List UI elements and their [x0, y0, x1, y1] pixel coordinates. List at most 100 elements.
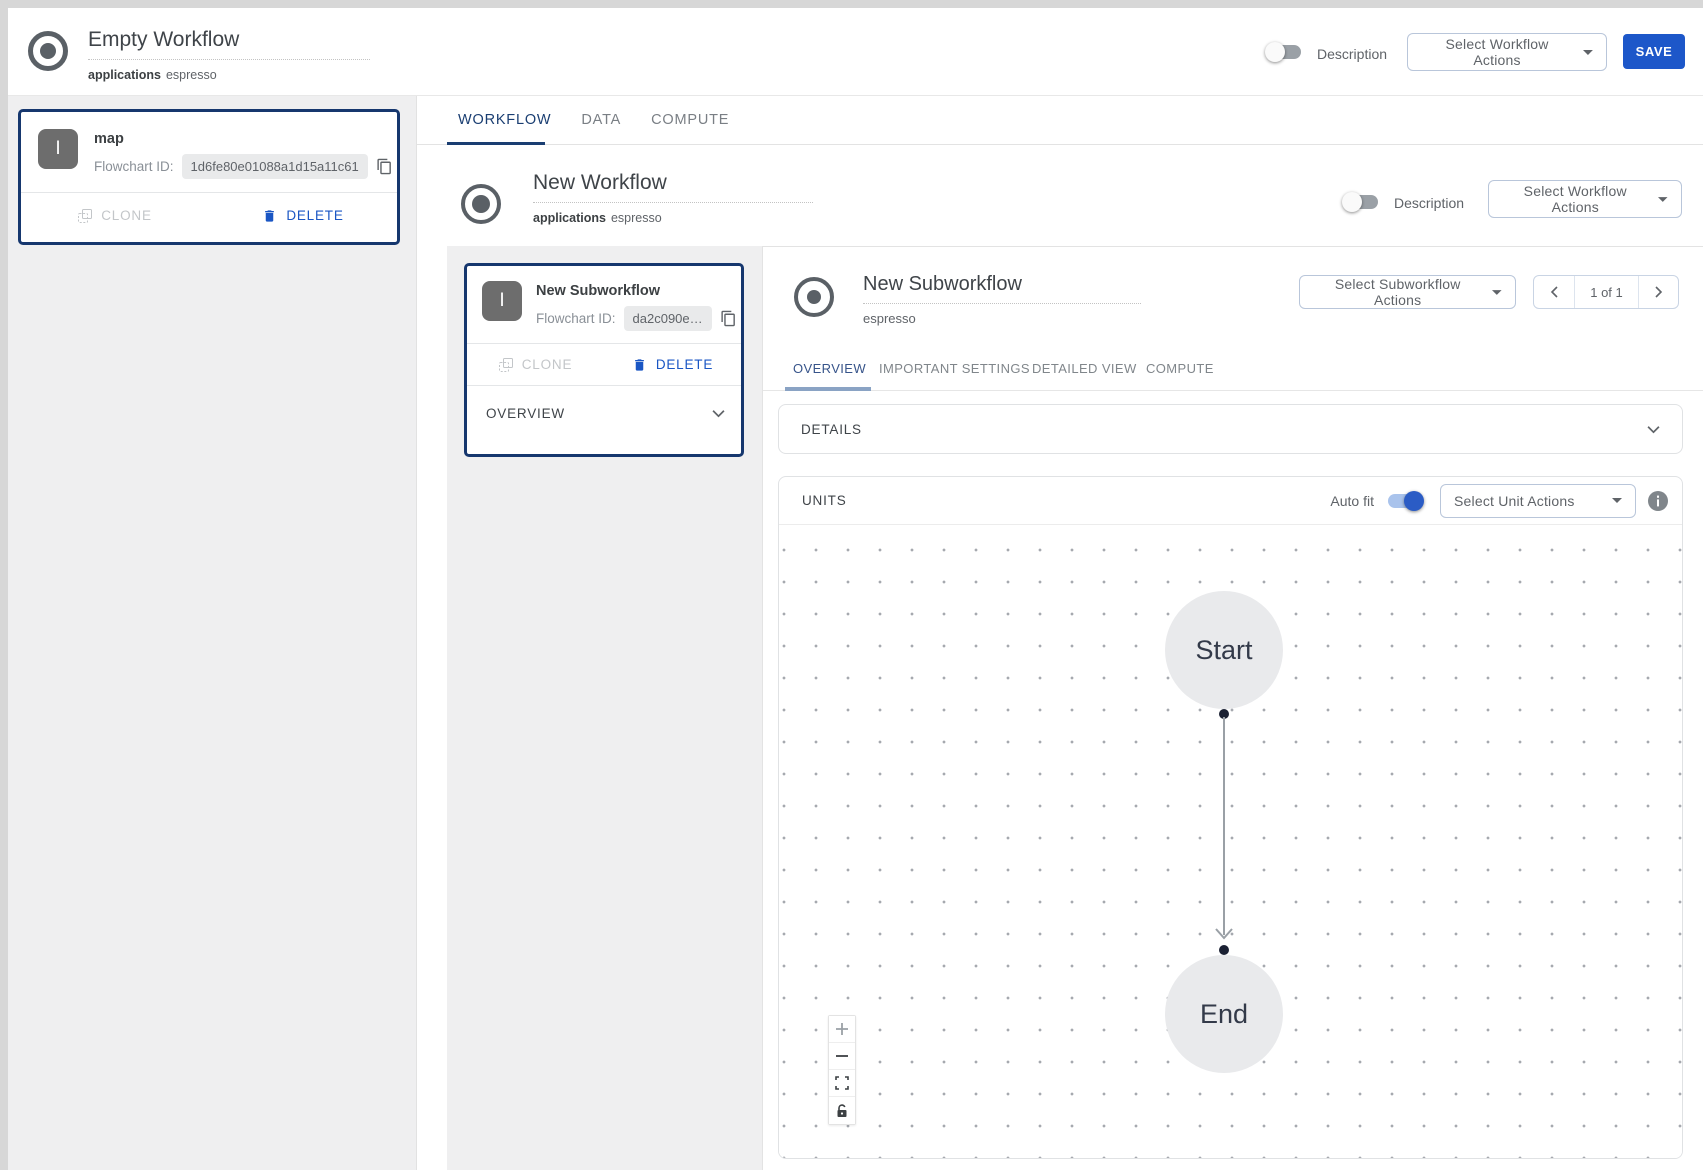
card-header: I New Subworkflow Flowchart ID: da2c090e… — [467, 266, 741, 343]
card-overview-expander[interactable]: OVERVIEW — [467, 385, 741, 441]
copy-id-button[interactable] — [376, 158, 393, 175]
dropdown-caret-icon — [1492, 289, 1502, 295]
workflow-app: Empty Workflow applications espresso Desc… — [8, 8, 1703, 1170]
tab-compute[interactable]: COMPUTE — [651, 112, 730, 128]
subworkflow-card[interactable]: I New Subworkflow Flowchart ID: da2c090e… — [464, 263, 744, 457]
flowchart-canvas[interactable]: Start End — [779, 525, 1682, 1158]
details-label: DETAILS — [801, 421, 862, 437]
zoom-in-button[interactable] — [829, 1016, 855, 1043]
tab-overview[interactable]: OVERVIEW — [793, 361, 867, 376]
card-text: map Flowchart ID: 1d6fe80e01088a1d15a11c… — [94, 129, 393, 179]
workflow-actions-label: Select Workflow Actions — [1445, 36, 1549, 68]
chevron-right-icon — [1654, 286, 1662, 298]
workflow-title-block: Empty Workflow applications espresso — [88, 28, 370, 82]
description-toggle[interactable] — [1342, 192, 1380, 212]
delete-button[interactable]: DELETE — [604, 344, 741, 385]
trash-icon — [265, 209, 275, 222]
zoom-in-icon — [836, 1023, 848, 1035]
toggle-knob — [1342, 192, 1362, 212]
clone-label: CLONE — [101, 208, 152, 223]
clone-label: CLONE — [521, 357, 573, 372]
tab-detailed-view[interactable]: DETAILED VIEW — [1032, 361, 1137, 376]
fit-view-button[interactable] — [829, 1070, 855, 1097]
start-output-port[interactable] — [1219, 709, 1229, 719]
clone-icon — [498, 357, 513, 372]
save-button[interactable]: SAVE — [1623, 34, 1685, 69]
tab-important-settings[interactable]: IMPORTANT SETTINGS — [879, 361, 1030, 376]
trash-icon — [634, 358, 644, 371]
flow-node-start[interactable]: Start — [1165, 591, 1283, 709]
overview-label: OVERVIEW — [486, 406, 565, 421]
tab-compute[interactable]: COMPUTE — [1146, 361, 1214, 376]
workflow-app-line: applications espresso — [88, 68, 370, 82]
card-title: map — [94, 131, 124, 147]
header-controls: Description Select Workflow Actions SAVE — [1253, 8, 1703, 96]
description-toggle[interactable] — [1265, 42, 1303, 62]
app-label: applications — [533, 211, 606, 225]
workflow-list-sidebar: I map Flowchart ID: 1d6fe80e01088a1d15a1… — [8, 96, 417, 1170]
pager-page-indicator: 1 of 1 — [1574, 276, 1638, 308]
copy-id-button[interactable] — [720, 310, 737, 327]
subworkflow-logo-icon — [794, 277, 834, 317]
workflow-actions-select[interactable]: Select Workflow Actions — [1488, 180, 1682, 218]
unit-actions-select[interactable]: Select Unit Actions — [1440, 483, 1636, 518]
flow-node-end[interactable]: End — [1165, 955, 1283, 1073]
workflow-logo-icon — [28, 31, 68, 71]
workflow-card-map[interactable]: I map Flowchart ID: 1d6fe80e01088a1d15a1… — [18, 109, 400, 245]
dropdown-caret-icon — [1612, 498, 1622, 503]
new-workflow-title-input[interactable]: New Workflow — [533, 171, 813, 203]
flowchart-id-value: da2c090e… — [623, 306, 712, 331]
pager-prev-button[interactable] — [1534, 276, 1574, 308]
workflow-type-icon: I — [38, 129, 78, 169]
delete-label: DELETE — [655, 357, 714, 372]
lock-button[interactable] — [829, 1097, 855, 1124]
fit-view-icon — [835, 1076, 849, 1090]
card-text: New Subworkflow Flowchart ID: da2c090e… — [536, 281, 737, 331]
delete-button[interactable]: DELETE — [209, 193, 397, 238]
units-section: UNITS Auto fit Select Unit Actions Start — [778, 476, 1683, 1159]
workflow-title-input[interactable]: Empty Workflow — [88, 28, 370, 60]
subworkflow-app-value: espresso — [863, 311, 916, 326]
clone-button[interactable]: CLONE — [467, 344, 604, 385]
canvas-controls — [828, 1015, 856, 1125]
units-header: UNITS Auto fit Select Unit Actions — [779, 477, 1682, 525]
autofit-label: Auto fit — [1330, 492, 1374, 509]
active-tab-indicator — [785, 387, 871, 391]
zoom-out-button[interactable] — [829, 1043, 855, 1070]
subworkflow-actions-select[interactable]: Select Subworkflow Actions — [1299, 275, 1516, 309]
subworkflow-pager: 1 of 1 — [1533, 275, 1679, 309]
new-workflow-title-block: New Workflow applications espresso — [533, 171, 813, 225]
edge-start-end — [1223, 717, 1225, 935]
tab-workflow[interactable]: WORKFLOW — [458, 112, 552, 128]
copy-icon — [721, 310, 735, 327]
end-input-port[interactable] — [1219, 945, 1229, 955]
autofit-toggle[interactable] — [1386, 490, 1424, 511]
clone-button[interactable]: CLONE — [21, 193, 209, 238]
toggle-knob — [1265, 42, 1285, 62]
chevron-left-icon — [1550, 286, 1558, 298]
details-expander[interactable]: DETAILS — [778, 404, 1683, 454]
copy-icon — [377, 158, 391, 175]
subworkflow-title-input[interactable]: New Subworkflow — [863, 273, 1141, 304]
description-toggle-label: Description — [1394, 195, 1465, 211]
workflow-actions-select[interactable]: Select Workflow Actions — [1407, 33, 1607, 71]
dropdown-caret-icon — [1583, 49, 1593, 55]
card-header: I map Flowchart ID: 1d6fe80e01088a1d15a1… — [21, 112, 397, 192]
flowchart-id-value: 1d6fe80e01088a1d15a11c61 — [181, 154, 368, 179]
tab-data[interactable]: DATA — [581, 112, 622, 128]
toggle-knob — [1404, 490, 1424, 511]
lock-open-icon — [837, 1103, 847, 1117]
subworkflow-detail-panel: New Subworkflow espresso Select Subworkf… — [762, 246, 1703, 1170]
card-title: New Subworkflow — [536, 283, 661, 299]
subworkflow-tab-bar: OVERVIEW IMPORTANT SETTINGS DETAILED VIE… — [763, 347, 1703, 391]
flowchart-id-row: Flowchart ID: 1d6fe80e01088a1d15a11c61 — [94, 154, 393, 179]
edge-arrowhead-icon — [1215, 928, 1233, 940]
main-tab-bar: WORKFLOW DATA COMPUTE — [417, 96, 1703, 145]
delete-label: DELETE — [286, 208, 344, 223]
app-header: Empty Workflow applications espresso Desc… — [8, 8, 1703, 96]
workflow-actions-label: Select Workflow Actions — [1523, 183, 1627, 215]
units-label: UNITS — [802, 493, 847, 508]
card-actions: CLONE DELETE — [21, 192, 397, 238]
info-icon[interactable] — [1648, 490, 1668, 511]
pager-next-button[interactable] — [1638, 276, 1678, 308]
